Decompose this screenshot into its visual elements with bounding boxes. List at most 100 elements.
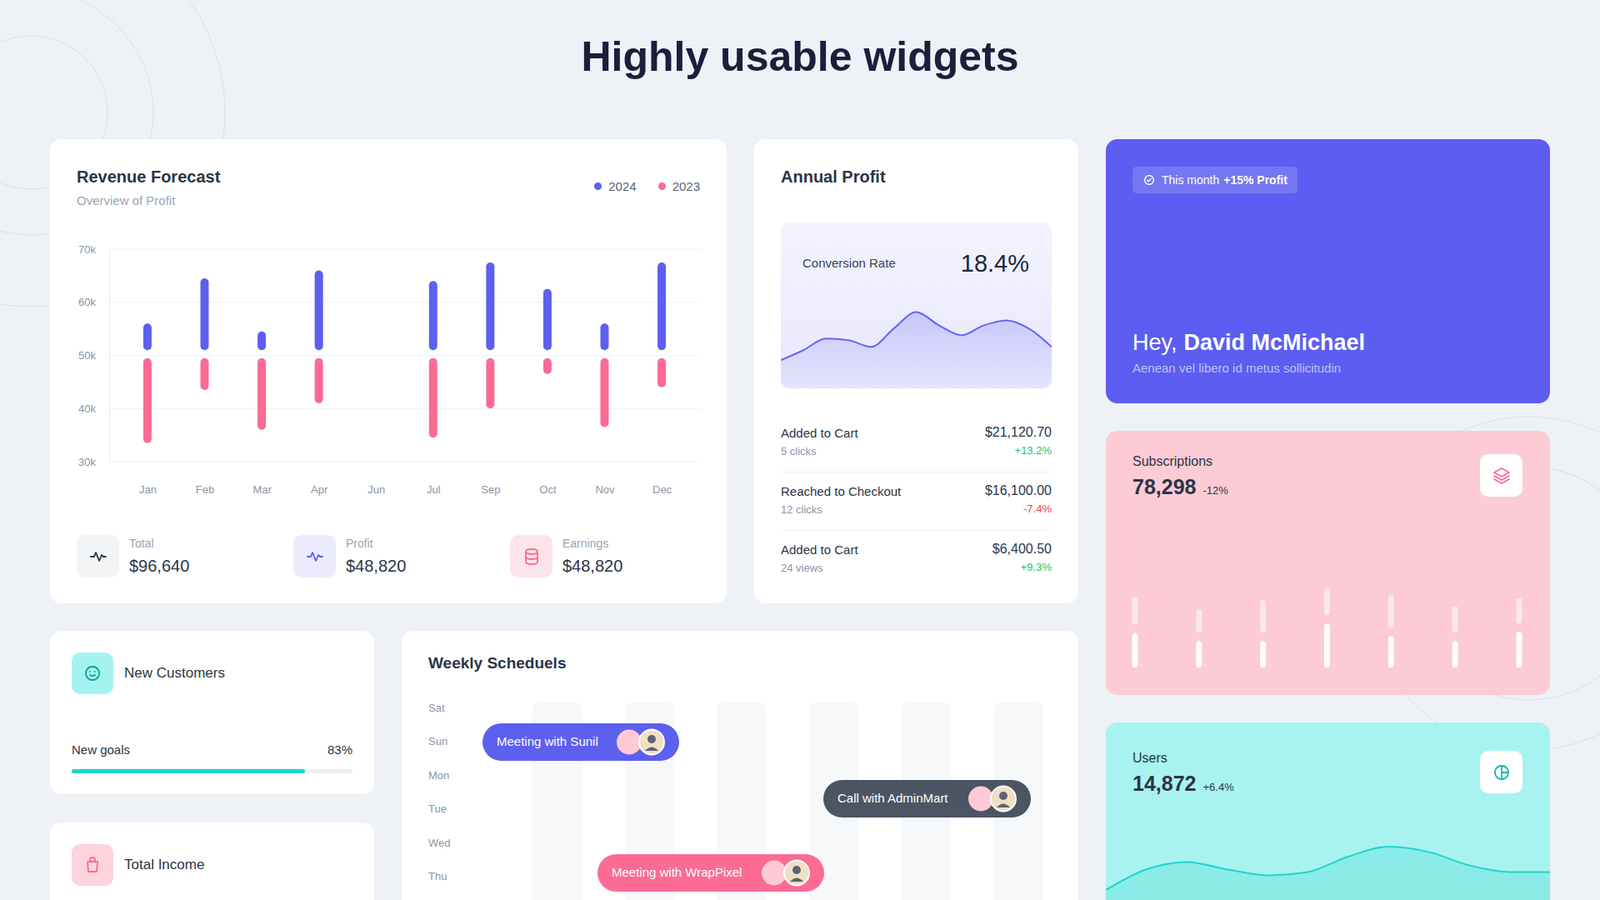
bar [1195, 640, 1202, 668]
icon-path [1494, 468, 1510, 484]
y-tick: 30k [78, 455, 110, 469]
bar [257, 331, 266, 350]
badge: This month+15% Profit [1132, 166, 1298, 194]
icon [305, 546, 325, 567]
stat-value: $48,820 [345, 556, 406, 576]
y-tick-label: 70k [78, 243, 96, 256]
bar [1516, 598, 1523, 625]
icon-box [1480, 750, 1523, 794]
bar [1452, 606, 1459, 634]
row-change: +9.3% [1020, 561, 1052, 575]
x-tick-label: Sep [480, 483, 500, 496]
row-detail: 12 clicks [780, 504, 823, 517]
x-tick: Dec [652, 483, 673, 496]
bar [600, 323, 609, 350]
stat-value: $48,820 [562, 556, 623, 576]
icon-box [71, 652, 114, 695]
row-label: Reached to Checkout [780, 484, 901, 499]
x-tick: Jan [139, 483, 157, 496]
avatar-dot [761, 860, 787, 886]
legend-label: 2024 [608, 179, 636, 194]
y-tick-label: 30k [78, 455, 96, 469]
bar [1388, 595, 1395, 628]
card-subtitle: Overview of Profit [76, 193, 175, 208]
legend-item: 2023 [658, 179, 700, 194]
x-tick: Apr [310, 483, 329, 496]
bars [143, 262, 666, 444]
stat-label: Earnings [562, 536, 609, 550]
card-title: Total Income [124, 856, 205, 874]
card-title: Subscriptions [1132, 454, 1213, 470]
page-title: Highly usable widgets [0, 33, 1600, 82]
icon-path [525, 549, 538, 565]
bar [1452, 640, 1459, 668]
stat-label: Total [129, 536, 155, 550]
x-tick: Mar [252, 483, 272, 496]
new-customers-card: New CustomersNew goals83% [50, 630, 375, 795]
metric-value: 18.4% [960, 250, 1030, 278]
avatar [990, 786, 1016, 812]
bar [200, 358, 210, 390]
icon [88, 546, 109, 567]
avatar [784, 860, 810, 886]
greeting: Hey,David McMichael [1132, 330, 1365, 356]
bar [657, 262, 666, 350]
icon [1491, 465, 1512, 486]
conversion-panel: Conversion Rate 18.4% [780, 222, 1052, 389]
revenue-chart: 30k40k50k60k70kJanFebMarAprJunJulSepOctN… [50, 139, 727, 506]
bar [1260, 640, 1266, 668]
stat-label: Profit [345, 536, 374, 550]
y-axis-line [109, 250, 110, 463]
day-label: Sat [428, 702, 445, 715]
bar [1260, 600, 1266, 633]
total-income-card: Total Income [50, 822, 375, 900]
plot [780, 311, 1052, 389]
bar [543, 289, 552, 350]
legend-label: 2023 [672, 179, 700, 194]
row-label: Added to Cart [780, 542, 859, 557]
y-axis: 30k40k50k60k70k [78, 243, 110, 469]
bar [200, 278, 210, 350]
grid-line [109, 408, 700, 410]
card-title: New Customers [124, 665, 225, 682]
stat-icon [510, 535, 553, 578]
legend: 2024 2023 [594, 179, 700, 194]
legend-swatch [658, 182, 666, 190]
metric-label: Conversion Rate [802, 255, 896, 270]
icon-path [307, 552, 323, 561]
event: Call with AdminMart [823, 780, 1031, 818]
row-detail: 24 views [780, 562, 824, 575]
avatars [964, 780, 1031, 818]
row-separator [780, 471, 1052, 473]
bar [543, 358, 552, 375]
line [780, 311, 1052, 360]
greeting-name: David McMichael [1184, 330, 1366, 355]
bar [1132, 633, 1139, 668]
icon-path [87, 857, 98, 872]
area [780, 311, 1052, 389]
event-label: Meeting with Sunil [496, 734, 599, 749]
subscriptions-card: Subscriptions78,298-12% [1105, 430, 1550, 695]
badge-prefix: This month [1161, 173, 1220, 187]
card-title: Annual Profit [780, 167, 886, 187]
revenue-card: Revenue ForecastOverview of Profit202420… [50, 139, 727, 604]
event-label: Call with AdminMart [837, 790, 949, 805]
row-amount: $21,120.70 [985, 425, 1052, 440]
avatar-body [645, 747, 659, 752]
y-tick: 70k [78, 243, 110, 256]
bar [429, 280, 438, 350]
row-change: +13.2% [1015, 445, 1052, 458]
x-tick: Jun [367, 483, 385, 496]
icon-path [90, 552, 106, 561]
bar [315, 270, 324, 351]
bar [143, 358, 152, 444]
bar [485, 262, 495, 350]
x-tick-label: Jan [139, 483, 157, 496]
row-change: -7.4% [1023, 503, 1052, 516]
grid-line [109, 461, 700, 463]
stat-icon [293, 535, 336, 578]
x-tick-label: Nov [595, 483, 615, 496]
x-tick-label: Mar [252, 483, 272, 496]
y-tick-label: 50k [78, 349, 96, 362]
avatar [639, 730, 665, 755]
